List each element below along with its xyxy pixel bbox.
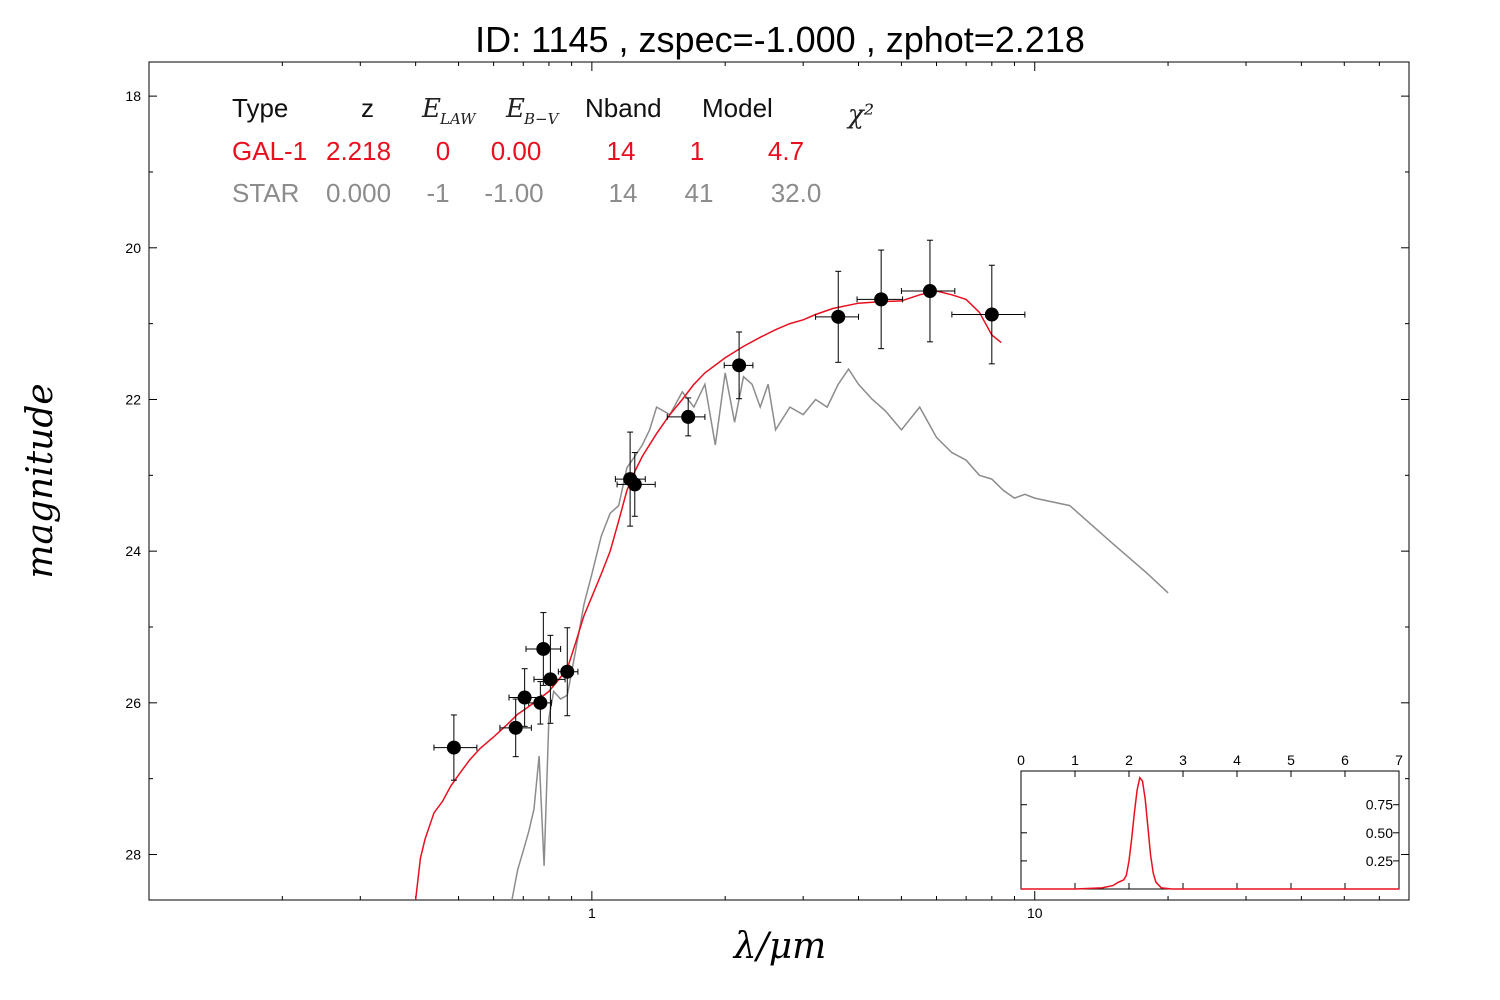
- data-point: [543, 672, 558, 687]
- gal-type: GAL-1: [232, 136, 307, 166]
- svg-text:E: E: [421, 94, 441, 124]
- x-axis-label: λ/μm: [732, 926, 826, 967]
- y-tick-label: 28: [125, 846, 141, 862]
- inset-x-tick-label: 1: [1071, 752, 1079, 768]
- star-ebv: -1.00: [484, 178, 543, 208]
- photometry-point: [508, 668, 543, 727]
- table-header-ebv: E B−V: [505, 94, 561, 128]
- chart-title: ID: 1145 , zspec=-1.000 , zphot=2.218: [475, 19, 1085, 60]
- gal-ebv: 0.00: [491, 136, 542, 166]
- data-point: [831, 309, 846, 324]
- star-nband: 14: [609, 178, 638, 208]
- star-model-curve: [511, 367, 1169, 901]
- svg-text:E: E: [505, 94, 525, 124]
- table-header-chi2: χ²: [846, 100, 874, 130]
- galaxy-model-curve: [414, 290, 1002, 901]
- photometry-point: [666, 397, 706, 437]
- table-header-type: Type: [232, 93, 288, 123]
- inset-x-tick-label: 7: [1395, 752, 1403, 768]
- inset-x-tick-label: 2: [1125, 752, 1133, 768]
- photometry-point: [856, 249, 904, 350]
- star-model: 41: [685, 178, 714, 208]
- x-tick-label: 1: [588, 905, 596, 921]
- table-header-nband: Nband: [585, 93, 662, 123]
- gal-nband: 14: [607, 136, 636, 166]
- photometry-point: [528, 681, 552, 725]
- inset-x-tick-label: 6: [1341, 752, 1349, 768]
- inset-x-tick-label: 5: [1287, 752, 1295, 768]
- photometry-point: [616, 452, 656, 517]
- y-tick-label: 18: [125, 88, 141, 104]
- galaxy-model-layer: [414, 290, 1002, 901]
- table-header-z: z: [361, 93, 374, 123]
- fit-results-table: Type z E LAW E B−V Nband Model χ² GAL-1 …: [232, 93, 874, 208]
- inset-x-tick-label: 3: [1179, 752, 1187, 768]
- star-chi2: 32.0: [771, 178, 822, 208]
- data-point: [533, 695, 548, 710]
- gal-chi2: 4.7: [768, 136, 804, 166]
- photometry-point: [499, 698, 532, 758]
- data-point: [627, 477, 642, 492]
- inset-y-tick-label: 0.25: [1366, 853, 1393, 869]
- data-point: [446, 740, 461, 755]
- svg-text:LAW: LAW: [439, 110, 477, 128]
- star-elaw: -1: [426, 178, 449, 208]
- inset-y-tick-label: 0.75: [1366, 797, 1393, 813]
- data-point: [536, 641, 551, 656]
- gal-z: 2.218: [326, 136, 391, 166]
- gal-model: 1: [690, 136, 704, 166]
- y-tick-label: 24: [125, 543, 141, 559]
- y-axis-label: magnitude: [20, 383, 61, 578]
- photometry-point: [433, 714, 478, 781]
- data-point: [922, 284, 937, 299]
- star-z: 0.000: [326, 178, 391, 208]
- star-model-layer: [511, 367, 1169, 901]
- photometry-point: [723, 331, 754, 400]
- table-row-star: STAR 0.000 -1 -1.00 14 41 32.0: [232, 178, 821, 208]
- svg-text:B−V: B−V: [523, 110, 561, 128]
- table-header-elaw: E LAW: [421, 94, 477, 128]
- inset-frame: [1020, 770, 1400, 890]
- gal-elaw: 0: [436, 136, 450, 166]
- photometry-point: [815, 270, 859, 363]
- y-tick-label: 26: [125, 695, 141, 711]
- data-point: [560, 664, 575, 679]
- data-point: [984, 307, 999, 322]
- x-tick-label: 10: [1027, 905, 1043, 921]
- data-point: [732, 358, 747, 373]
- photometry-point: [900, 239, 956, 343]
- photometry-layer: [433, 239, 1026, 781]
- data-point: [874, 292, 889, 307]
- photometry-point: [557, 627, 579, 717]
- table-row-gal: GAL-1 2.218 0 0.00 14 1 4.7: [232, 136, 804, 166]
- star-type: STAR: [232, 178, 299, 208]
- data-point: [681, 409, 696, 424]
- data-point: [517, 690, 532, 705]
- photometry-point: [951, 264, 1026, 365]
- y-tick-label: 20: [125, 240, 141, 256]
- plot-frame: [148, 61, 1410, 901]
- table-header-model: Model: [702, 93, 773, 123]
- photometry-point: [525, 612, 562, 686]
- pdz-inset: 0 1 2 3 4 5 6 7 0.25 0.50 0.75: [1017, 752, 1403, 890]
- pdz-curve: [1021, 775, 1399, 890]
- inset-y-tick-label: 0.50: [1366, 825, 1393, 841]
- inset-ticks: 0 1 2 3 4 5 6 7 0.25 0.50 0.75: [1017, 752, 1403, 889]
- inset-x-tick-label: 0: [1017, 752, 1025, 768]
- data-point: [508, 720, 523, 735]
- y-tick-label: 22: [125, 391, 141, 407]
- inset-x-tick-label: 4: [1233, 752, 1241, 768]
